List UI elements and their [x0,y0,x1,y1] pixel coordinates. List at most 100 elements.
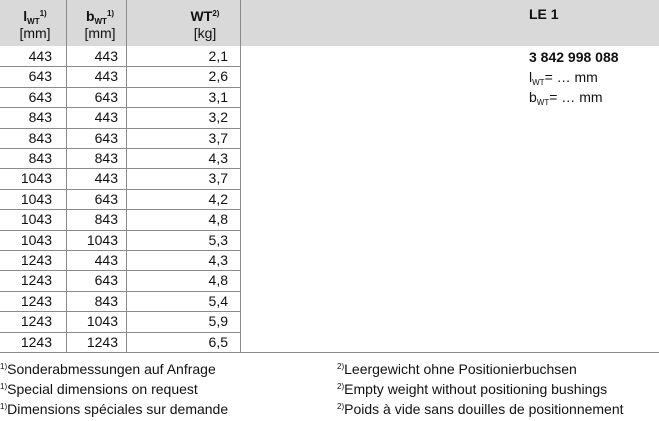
part-line: lWT= … mm [529,68,598,92]
cell: 1243 [20,292,52,309]
row-line [0,66,240,68]
footnote: 2)Poids à vide sans douilles de position… [337,398,624,418]
cell: 4,8 [208,272,228,289]
row-line [0,209,240,211]
cell: 3,1 [208,88,228,105]
row-line [0,250,240,251]
footnote-text: Empty weight without positioning bushing… [344,381,608,397]
column-header: bWT1) [60,5,140,31]
column-line [126,0,127,352]
cell: 1243 [20,313,52,330]
column-header: lWT1) [0,5,75,31]
footnote-text: Special dimensions on request [7,381,198,397]
footnote-text: Sonderabmessungen auf Anfrage [7,361,216,377]
cell: 5,3 [208,231,228,248]
cell: 843 [94,150,118,166]
cell: 443 [94,48,118,64]
cell: 843 [94,211,118,228]
row-line [0,270,240,272]
cell: 843 [94,292,118,309]
row-line [0,188,240,190]
cell: 4,8 [208,211,228,228]
column-line [240,0,241,352]
column-sub: WT [27,17,40,26]
cell: 4,3 [208,252,228,268]
part-line: bWT= … mm [529,88,603,112]
cell: 643 [94,272,118,289]
cell: 643 [94,190,118,207]
part-name: l [529,69,533,85]
cell: 2,6 [208,68,228,85]
part-text: = … mm [544,69,598,85]
part-text: = … mm [549,89,603,105]
row-line [0,229,240,231]
row-line [0,290,240,292]
footnote-text: Leergewicht ohne Positionierbuchsen [344,361,577,377]
cell: 843 [28,150,52,166]
footnote-mark: 1) [0,402,8,411]
footnote: 2)Empty weight without positioning bushi… [337,378,607,398]
cell: 643 [28,88,52,105]
table-bottom-line [0,352,659,353]
column-unit: [mm] [19,25,51,41]
footnote-mark: 2) [337,362,345,371]
cell: 443 [94,109,118,126]
footnote-text: Poids à vide sans douilles de positionne… [344,401,624,417]
cell: 643 [94,129,118,146]
row-line [0,148,240,149]
cell: 1043 [86,231,118,248]
cell: 3,7 [208,129,228,146]
column-sup: 1) [39,9,47,18]
cell: 1043 [20,231,52,248]
part-sub: WT [532,78,545,87]
cell: 643 [94,88,118,105]
cell: 2,1 [208,48,228,64]
cell: 4,3 [208,150,228,166]
row-line [0,127,240,129]
le-title: LE 1 [529,6,559,22]
cell: 1243 [20,333,52,350]
cell: 3,7 [208,170,228,187]
cell: 1243 [86,333,118,350]
cell: 5,4 [208,292,228,309]
footnote: 2)Leergewicht ohne Positionierbuchsen [337,358,577,378]
cell: 443 [94,68,118,85]
column-sup: 2) [212,9,220,18]
cell: 843 [28,129,52,146]
header-band [0,0,659,46]
row-line [0,86,240,88]
column-unit: [mm] [84,25,116,41]
footnote-mark: 1) [0,382,8,391]
row-line [0,168,240,170]
column-unit: [kg] [193,25,217,41]
row-line [0,331,240,333]
footnote-text: Dimensions spéciales sur demande [7,401,229,417]
cell: 1243 [20,272,52,289]
cell: 3,2 [208,109,228,126]
cell: 1043 [20,190,52,207]
cell: 1043 [20,170,52,187]
cell: 1043 [86,313,118,330]
cell: 4,2 [208,190,228,207]
cell: 5,9 [208,313,228,330]
column-name: WT [190,8,213,24]
footnote-mark: 2) [337,402,345,411]
cell: 643 [28,68,52,85]
column-line [66,0,67,352]
column-header: WT2) [165,5,245,25]
column-sub: WT [94,17,107,26]
column-sup: 1) [106,9,115,18]
footnote: 1)Sonderabmessungen auf Anfrage [0,358,216,378]
part-name: b [529,89,537,105]
cell: 843 [28,109,52,126]
part-sub: WT [536,98,550,107]
column-name: b [85,8,95,24]
cell: 1043 [20,211,52,228]
row-line [0,311,240,313]
cell: 443 [94,252,118,268]
cell: 443 [28,48,52,64]
cell: 1243 [20,252,52,268]
column-name: l [23,8,28,24]
cell: 443 [94,170,118,187]
